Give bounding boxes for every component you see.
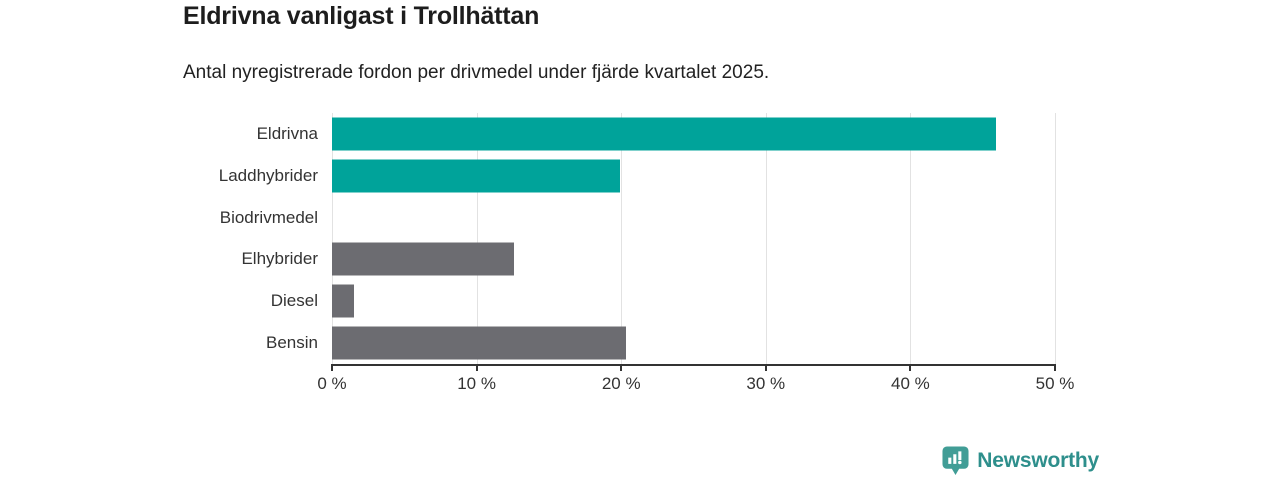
tick-label-50: 50 % xyxy=(1035,374,1075,393)
bar-rows xyxy=(332,113,1055,364)
bar-row-eldrivna xyxy=(332,113,1055,155)
y-label-eldrivna: Eldrivna xyxy=(256,123,318,143)
gridline-0 xyxy=(332,113,333,364)
y-label-bensin: Bensin xyxy=(266,333,318,353)
bar-row-biodrivmedel xyxy=(332,197,1055,239)
gridline-30 xyxy=(765,113,767,364)
tick-label-20: 20 % xyxy=(601,374,641,393)
bar-row-laddhybrider xyxy=(332,155,1055,197)
y-label-diesel: Diesel xyxy=(270,291,318,311)
chart-title: Eldrivna vanligast i Trollhättan xyxy=(183,2,540,30)
y-label-laddhybrider: Laddhybrider xyxy=(218,165,318,185)
tick-label-40: 40 % xyxy=(891,374,930,393)
bar-row-bensin xyxy=(332,322,1055,364)
gridline-20 xyxy=(621,113,623,364)
gridline-50 xyxy=(1055,113,1056,364)
bar-eldrivna xyxy=(332,117,996,151)
y-axis-labels: Eldrivna Laddhybrider Biodrivmedel Elhybrid… xyxy=(0,113,318,364)
tick-mark-30 xyxy=(764,364,767,371)
bar-row-diesel xyxy=(332,280,1055,322)
gridline-10 xyxy=(476,113,478,364)
x-axis-tick-marks xyxy=(331,364,1056,371)
newsworthy-chart-bubble-icon xyxy=(942,446,969,476)
tick-label-30: 30 % xyxy=(746,374,786,393)
tick-mark-0 xyxy=(331,364,333,371)
bar-elhybrider xyxy=(332,242,515,276)
tick-label-10: 10 % xyxy=(457,374,496,393)
gridline-40 xyxy=(910,113,912,364)
newsworthy-logo[interactable]: Newsworthy xyxy=(942,446,1099,476)
x-axis-tick-labels: 0 % 10 % 20 % 30 % 40 % 50 % xyxy=(317,374,1074,396)
y-label-elhybrider: Elhybrider xyxy=(241,249,318,269)
y-label-biodrivmedel: Biodrivmedel xyxy=(219,207,318,227)
bar-bensin xyxy=(332,326,626,360)
chart-subtitle: Antal nyregistrerade fordon per drivmede… xyxy=(183,62,770,83)
bar-diesel xyxy=(332,284,354,318)
tick-mark-40 xyxy=(909,364,912,371)
tick-mark-50 xyxy=(1054,364,1056,371)
tick-mark-20 xyxy=(620,364,623,371)
newsworthy-logo-text: Newsworthy xyxy=(977,449,1099,472)
plot-area xyxy=(332,113,1056,366)
tick-label-0: 0 % xyxy=(317,374,347,393)
bar-laddhybrider xyxy=(332,159,620,193)
bar-row-elhybrider xyxy=(332,238,1055,280)
tick-mark-10 xyxy=(475,364,478,371)
